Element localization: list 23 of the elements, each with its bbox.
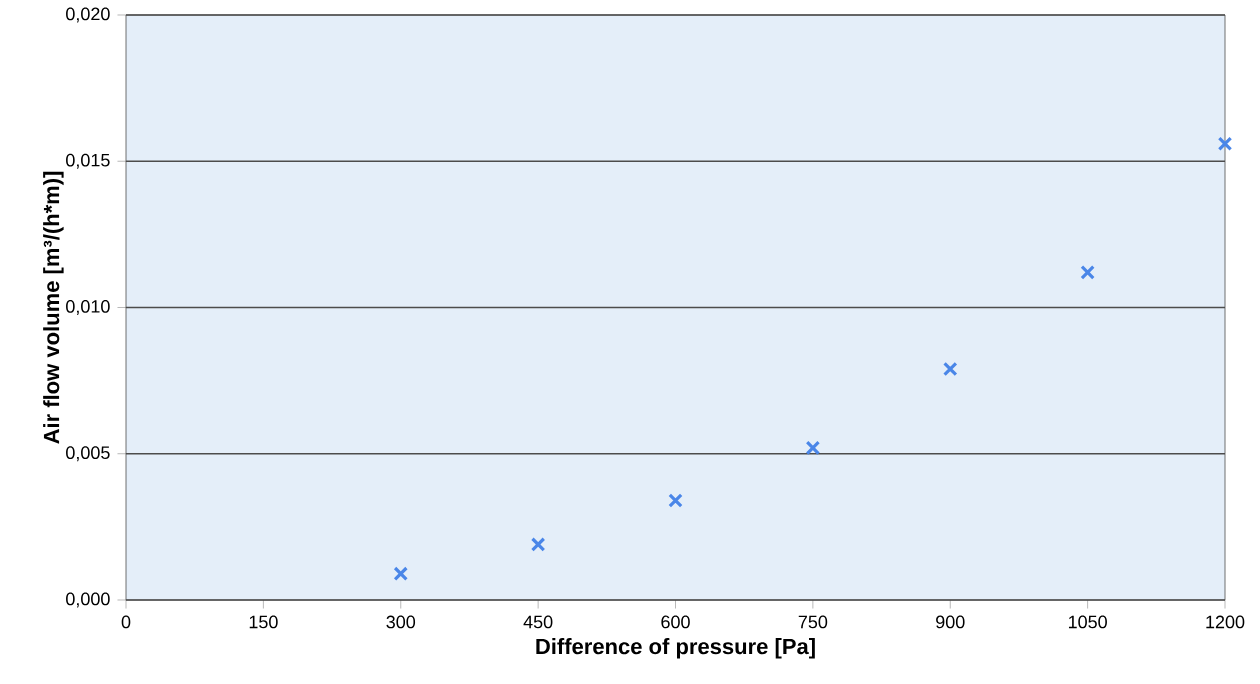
x-tick-label: 600 bbox=[661, 615, 690, 629]
y-tick-label: 0,010 bbox=[66, 300, 110, 315]
point bbox=[668, 493, 683, 508]
x-tick-label: 750 bbox=[798, 615, 828, 629]
x-tick-label: 0 bbox=[121, 615, 131, 629]
y-tick-label: 0,020 bbox=[66, 7, 110, 23]
y-axis-title: Air flow volume [m³/(h*m)] bbox=[43, 171, 64, 444]
x-tick-label: 1200 bbox=[1206, 615, 1245, 629]
point bbox=[393, 566, 409, 581]
point bbox=[1217, 136, 1233, 151]
x-tick-label: 1050 bbox=[1068, 615, 1107, 629]
x-tick-label: 300 bbox=[386, 615, 416, 629]
x-axis-title: Difference of pressure [Pa] bbox=[536, 638, 815, 659]
point bbox=[943, 361, 958, 377]
point bbox=[1080, 265, 1095, 280]
x-tick-label: 450 bbox=[523, 615, 553, 629]
x-tick-label: 150 bbox=[249, 615, 278, 629]
y-tick-label: 0,015 bbox=[66, 153, 110, 169]
y-tick-label: 0,000 bbox=[66, 592, 110, 608]
x-tick-label: 900 bbox=[936, 615, 965, 629]
point bbox=[530, 537, 546, 552]
point bbox=[805, 440, 821, 456]
y-tick-label: 0,005 bbox=[66, 446, 110, 462]
